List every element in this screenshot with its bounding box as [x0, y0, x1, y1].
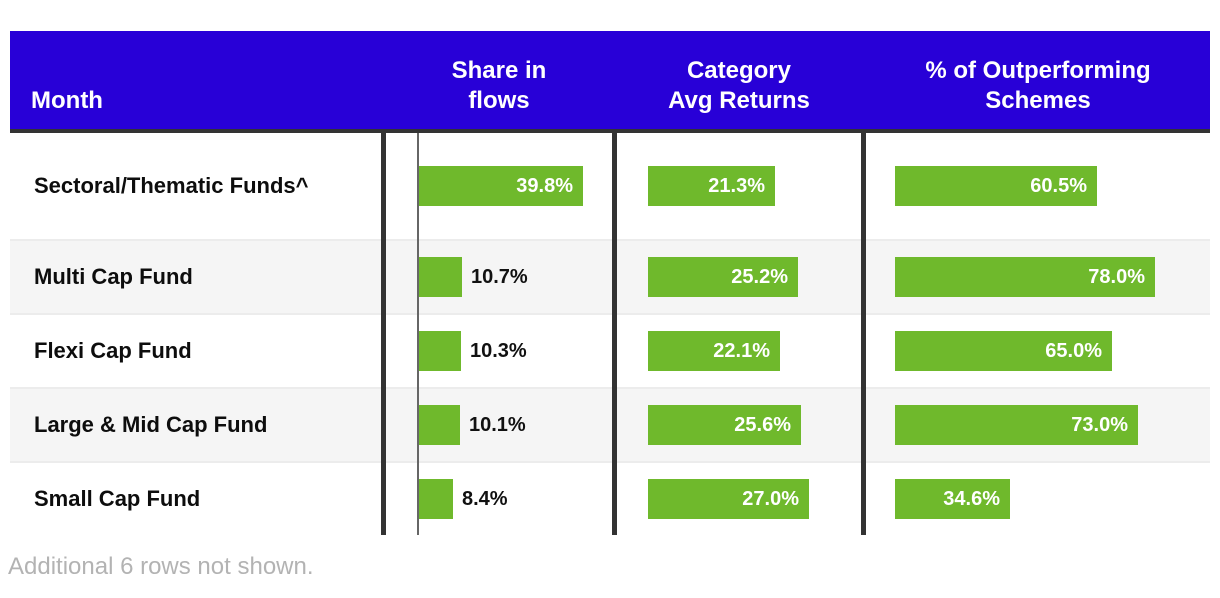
- outperforming-schemes-bar: 78.0%: [895, 257, 1155, 297]
- table-body: Sectoral/Thematic Funds^ 39.8% 39.8% 21.…: [10, 133, 1210, 535]
- fund-category-label: Large & Mid Cap Fund: [34, 412, 268, 438]
- header-share-in-flows: Share in flows: [451, 57, 547, 114]
- outperforming-schemes-cell: 78.0% 78.0%: [866, 257, 1210, 297]
- category-avg-returns-cell: 25.2% 25.2%: [617, 257, 861, 297]
- bar-value-label: 39.8%: [516, 174, 573, 197]
- share-in-flows-cell: 39.8% 39.8%: [386, 166, 612, 206]
- share-in-flows-cell: 10.7% 10.7%: [386, 257, 612, 297]
- table-header-row: Month Share in flows Category Avg Return…: [10, 31, 1210, 133]
- outperforming-schemes-bar: 65.0%: [895, 331, 1112, 371]
- table-row: Multi Cap Fund 10.7% 10.7% 25.2% 25.2%: [10, 239, 1210, 313]
- fund-category-label: Sectoral/Thematic Funds^: [34, 173, 309, 199]
- share-in-flows-bar: 10.3%: [418, 331, 461, 371]
- share-in-flows-bar: 8.4%: [418, 479, 453, 519]
- table-row: Sectoral/Thematic Funds^ 39.8% 39.8% 21.…: [10, 133, 1210, 239]
- bar-value-label: 34.6%: [943, 487, 1000, 510]
- bar-value-label: 10.7%: [471, 265, 528, 288]
- fund-category-label: Multi Cap Fund: [34, 264, 193, 290]
- outperforming-schemes-cell: 73.0% 73.0%: [866, 405, 1210, 445]
- axis-line: [417, 133, 419, 535]
- outperforming-schemes-bar: 60.5%: [895, 166, 1097, 206]
- bar-value-label: 78.0%: [1088, 265, 1145, 288]
- category-avg-returns-cell: 25.6% 25.6%: [617, 405, 861, 445]
- bar-value-label: 60.5%: [1030, 174, 1087, 197]
- outperforming-schemes-cell: 60.5% 60.5%: [866, 166, 1210, 206]
- table-row: Large & Mid Cap Fund 10.1% 10.1% 25.6% 2…: [10, 387, 1210, 461]
- share-in-flows-cell: 8.4% 8.4%: [386, 479, 612, 519]
- share-in-flows-bar: 10.7%: [418, 257, 462, 297]
- share-in-flows-bar: 39.8%: [418, 166, 583, 206]
- header-month: Month: [31, 87, 103, 114]
- bar-value-label: 27.0%: [742, 487, 799, 510]
- category-avg-returns-cell: 21.3% 21.3%: [617, 166, 861, 206]
- bar-value-label: 25.6%: [734, 413, 791, 436]
- category-avg-returns-cell: 22.1% 22.1%: [617, 331, 861, 371]
- outperforming-schemes-bar: 34.6%: [895, 479, 1010, 519]
- column-divider: [861, 133, 866, 535]
- header-category-avg-returns: Category Avg Returns: [668, 57, 810, 114]
- outperforming-schemes-cell: 34.6% 34.6%: [866, 479, 1210, 519]
- bar-value-label: 10.1%: [469, 413, 526, 436]
- category-avg-returns-bar: 22.1%: [648, 331, 780, 371]
- share-in-flows-cell: 10.3% 10.3%: [386, 331, 612, 371]
- bar-value-label: 22.1%: [713, 339, 770, 362]
- table-row: Flexi Cap Fund 10.3% 10.3% 22.1% 22.1%: [10, 313, 1210, 387]
- fund-category-label: Small Cap Fund: [34, 486, 201, 512]
- column-divider: [612, 133, 617, 535]
- fund-category-label: Flexi Cap Fund: [34, 338, 192, 364]
- bar-value-label: 8.4%: [462, 487, 508, 510]
- bar-value-label: 73.0%: [1071, 413, 1128, 436]
- category-avg-returns-bar: 25.6%: [648, 405, 801, 445]
- bar-value-label: 65.0%: [1045, 339, 1102, 362]
- bar-value-label: 25.2%: [731, 265, 788, 288]
- header-outperforming-schemes: % of Outperforming Schemes: [925, 57, 1151, 114]
- column-divider: [381, 133, 386, 535]
- share-in-flows-bar: 10.1%: [418, 405, 460, 445]
- fund-flows-table: Month Share in flows Category Avg Return…: [10, 31, 1210, 535]
- bar-value-label: 10.3%: [470, 339, 527, 362]
- share-in-flows-cell: 10.1% 10.1%: [386, 405, 612, 445]
- bar-value-label: 21.3%: [708, 174, 765, 197]
- table-row: Small Cap Fund 8.4% 8.4% 27.0% 27.0%: [10, 461, 1210, 535]
- footer-note: Additional 6 rows not shown.: [8, 553, 314, 580]
- category-avg-returns-cell: 27.0% 27.0%: [617, 479, 861, 519]
- category-avg-returns-bar: 25.2%: [648, 257, 798, 297]
- category-avg-returns-bar: 21.3%: [648, 166, 775, 206]
- outperforming-schemes-cell: 65.0% 65.0%: [866, 331, 1210, 371]
- outperforming-schemes-bar: 73.0%: [895, 405, 1138, 445]
- category-avg-returns-bar: 27.0%: [648, 479, 809, 519]
